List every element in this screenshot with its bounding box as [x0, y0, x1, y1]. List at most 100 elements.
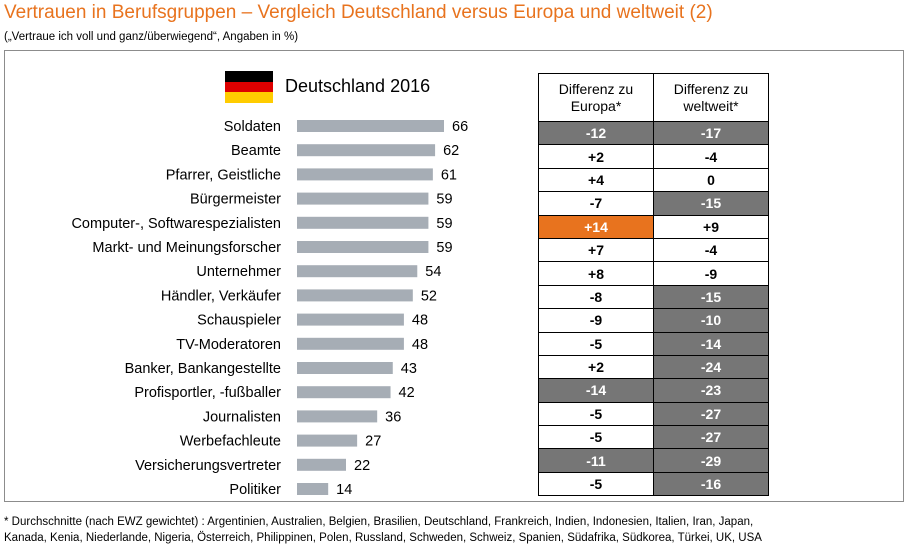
- value-label: 48: [412, 337, 428, 353]
- bar-chart: Soldaten 66 Beamte 62 Pfarrer, Geistliche 61 B…: [71, 119, 468, 498]
- table-row: +8 -9: [538, 261, 769, 286]
- category-label: Pfarrer, Geistliche: [166, 167, 281, 183]
- worldwide-diff-cell: -15: [653, 191, 769, 216]
- german-flag-icon: [225, 71, 273, 103]
- europe-diff-cell: -8: [538, 284, 654, 310]
- bar: [297, 241, 429, 253]
- table-row: -11 -29: [538, 448, 769, 473]
- europe-diff-cell: +8: [538, 261, 654, 286]
- bar: [297, 144, 436, 157]
- chart-panel: [4, 50, 904, 502]
- bar: [297, 120, 444, 132]
- europe-diff-cell: +7: [538, 237, 654, 263]
- flag-stripe-black: [225, 71, 273, 82]
- footnote-line-2: Kanada, Kenia, Niederlande, Nigeria, Öst…: [4, 532, 762, 544]
- bar: [297, 458, 346, 471]
- value-label: 59: [436, 216, 452, 232]
- category-label: Schauspieler: [197, 313, 281, 329]
- value-label: 14: [336, 482, 352, 498]
- category-label: Politiker: [229, 482, 281, 498]
- bar: [297, 386, 391, 399]
- category-label: Beamte: [231, 143, 281, 159]
- value-label: 27: [365, 434, 381, 450]
- table-row: +14 +9: [538, 214, 769, 239]
- worldwide-diff-cell: -15: [653, 284, 769, 310]
- table-row: +7 -4: [538, 237, 769, 263]
- value-label: 36: [385, 409, 401, 425]
- bar: [297, 168, 433, 181]
- bar: [297, 337, 404, 350]
- category-label: Journalisten: [203, 409, 281, 425]
- value-label: 59: [436, 192, 452, 208]
- europe-diff-cell: -7: [538, 191, 654, 216]
- table-row: +4 0: [538, 167, 769, 193]
- table-row: -14 -23: [538, 378, 769, 403]
- category-label: Werbefachleute: [180, 434, 281, 450]
- table-row: -5 -14: [538, 331, 769, 356]
- worldwide-diff-cell: -9: [653, 261, 769, 286]
- europe-diff-cell: -5: [538, 425, 654, 450]
- flag-stripe-gold: [225, 92, 273, 103]
- worldwide-diff-cell: -27: [653, 401, 769, 427]
- europe-diff-cell: -5: [538, 401, 654, 427]
- chart-title: Deutschland 2016: [285, 76, 431, 96]
- category-label: Computer-, Softwarespezialisten: [71, 216, 281, 232]
- flag-stripe-red: [225, 81, 273, 93]
- bar: [297, 289, 413, 302]
- bar: [297, 483, 329, 495]
- table-row: -8 -15: [538, 284, 769, 310]
- worldwide-diff-cell: -29: [653, 448, 769, 473]
- worldwide-diff-cell: -4: [653, 144, 769, 169]
- value-label: 22: [354, 458, 370, 474]
- europe-diff-cell: +2: [538, 144, 654, 169]
- value-label: 52: [421, 288, 437, 304]
- europe-diff-cell: -14: [538, 378, 654, 403]
- worldwide-diff-cell: -24: [653, 354, 769, 380]
- bar: [297, 434, 358, 447]
- bar: [297, 192, 429, 205]
- worldwide-diff-cell: -27: [653, 425, 769, 450]
- page-title: Vertrauen in Berufsgruppen – Vergleich D…: [4, 2, 713, 23]
- bar: [297, 313, 404, 326]
- header-europe: Differenz zu Europa*: [538, 73, 654, 122]
- footnote-line-1: * Durchschnitte (nach EWZ gewichtet) : A…: [4, 516, 754, 528]
- europe-diff-cell: -9: [538, 308, 654, 333]
- category-label: Banker, Bankangestellte: [125, 361, 281, 377]
- category-label: Profisportler, -fußballer: [134, 385, 281, 401]
- europe-diff-cell: -5: [538, 331, 654, 356]
- category-label: TV-Moderatoren: [176, 337, 281, 353]
- worldwide-diff-cell: -16: [653, 471, 769, 497]
- worldwide-diff-cell: -23: [653, 378, 769, 403]
- footnote: * Durchschnitte (nach EWZ gewichtet) : A…: [4, 514, 904, 546]
- table-row: +2 -24: [538, 354, 769, 380]
- table-header-row: Differenz zu Europa* Differenz zu weltwe…: [538, 73, 769, 122]
- value-label: 66: [452, 119, 468, 135]
- worldwide-diff-cell: -17: [653, 120, 769, 146]
- table-row: -9 -10: [538, 308, 769, 333]
- table-row: -5 -27: [538, 401, 769, 427]
- worldwide-diff-cell: +9: [653, 214, 769, 239]
- value-label: 59: [436, 240, 452, 256]
- value-label: 62: [443, 143, 459, 159]
- table-row: -5 -16: [538, 471, 769, 497]
- bar: [297, 265, 418, 278]
- worldwide-diff-cell: -14: [653, 331, 769, 356]
- worldwide-diff-cell: -4: [653, 237, 769, 263]
- value-label: 61: [441, 167, 457, 183]
- difference-table: Differenz zu Europa* Differenz zu weltwe…: [538, 73, 769, 497]
- europe-diff-cell: +2: [538, 354, 654, 380]
- europe-diff-cell: -5: [538, 471, 654, 497]
- table-row: -5 -27: [538, 425, 769, 450]
- europe-diff-cell: +14: [538, 214, 654, 239]
- bar: [297, 410, 378, 423]
- category-label: Bürgermeister: [190, 192, 281, 208]
- category-label: Soldaten: [224, 119, 281, 135]
- bar: [297, 216, 429, 229]
- table-row: -7 -15: [538, 191, 769, 216]
- category-label: Markt- und Meinungsforscher: [92, 240, 281, 256]
- bar: [297, 362, 393, 374]
- page-subtitle: („Vertraue ich voll und ganz/überwiegend…: [4, 31, 299, 43]
- table-row: -12 -17: [538, 120, 769, 146]
- header-worldwide: Differenz zu weltweit*: [653, 73, 769, 122]
- table-row: +2 -4: [538, 144, 769, 169]
